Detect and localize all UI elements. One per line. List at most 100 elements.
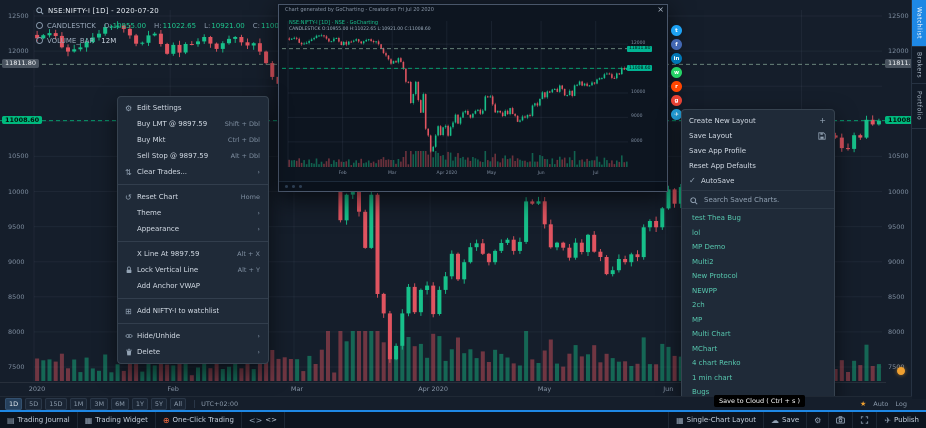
- menu-item-label: Lock Vertical Line: [137, 266, 199, 274]
- statusbar-publish[interactable]: ✈ Publish: [876, 412, 926, 428]
- chevron-right-icon: ›: [257, 348, 260, 356]
- saved-charts-search: [682, 190, 834, 209]
- menu-item-x-line-at-9897-59[interactable]: X Line At 9897.59 Alt + X: [118, 246, 268, 262]
- check-icon: ✓: [689, 176, 696, 185]
- expand-button[interactable]: [852, 412, 876, 428]
- menu-item-label: Create New Layout: [689, 116, 756, 125]
- saved-chart-newpp[interactable]: NEWPP: [692, 286, 718, 295]
- symbol-search-icon[interactable]: [36, 6, 44, 15]
- menu-item-reset-app-defaults[interactable]: Reset App Defaults: [682, 158, 834, 173]
- range-1m[interactable]: 1M: [69, 397, 88, 410]
- share-whatsapp-icon[interactable]: w: [671, 67, 682, 78]
- volume-value: 12M: [101, 36, 117, 45]
- time-tick: Feb: [167, 385, 179, 393]
- price-tick-left: 8500: [8, 292, 25, 301]
- star-icon[interactable]: ★: [860, 399, 867, 408]
- saved-chart-multi2[interactable]: Multi2: [692, 257, 714, 266]
- footer-dot-icon: [285, 185, 288, 188]
- statusbar-one-click-trading[interactable]: ⊕ One-Click Trading: [156, 412, 242, 428]
- rail-tab-brokers[interactable]: Brokers: [912, 47, 926, 84]
- menu-item-delete[interactable]: Delete ›: [118, 344, 268, 360]
- toggle-log[interactable]: Log: [895, 399, 907, 408]
- menu-item-autosave[interactable]: ✓ AutoSave: [682, 173, 834, 188]
- menu-item-theme[interactable]: Theme ›: [118, 205, 268, 221]
- range-1d[interactable]: 1D: [5, 397, 23, 410]
- close-icon[interactable]: ×: [657, 5, 664, 14]
- statusbar-trading-widget[interactable]: ▦ Trading Widget: [78, 412, 156, 428]
- share-twitter-icon[interactable]: t: [671, 25, 682, 36]
- statusbar-[interactable]: <> <>: [242, 412, 286, 428]
- camera-button[interactable]: [828, 412, 852, 428]
- share-gmail-icon[interactable]: g: [671, 95, 682, 106]
- price-tick-right: 8500: [888, 292, 905, 301]
- saved-chart-lol[interactable]: lol: [692, 228, 701, 237]
- mini-candlestick-chart: [282, 21, 632, 167]
- menu-item-create-new-layout[interactable]: Create New Layout +: [682, 113, 834, 128]
- menu-item-add-nifty-i-to-watchlist[interactable]: ⊞ Add NIFTY-I to watchlist: [118, 303, 268, 319]
- range-5d[interactable]: 5D: [25, 397, 43, 410]
- statusbar-label: Publish: [894, 416, 919, 424]
- last-price-chip: 11008.60: [885, 115, 926, 125]
- saved-chart-bugs[interactable]: Bugs: [692, 388, 710, 397]
- saved-chart-4-chart-renko[interactable]: 4 chart Renko: [692, 359, 741, 368]
- saved-chart-1-min-chart[interactable]: 1 min chart: [692, 373, 733, 382]
- range-5y[interactable]: 5Y: [150, 397, 168, 410]
- rail-tab-watchlist[interactable]: Watchlist: [912, 0, 926, 47]
- menu-item-save-app-profile[interactable]: Save App Profile: [682, 143, 834, 158]
- menu-item-reset-chart[interactable]: ↺ Reset Chart Home: [118, 189, 268, 205]
- range-3m[interactable]: 3M: [90, 397, 109, 410]
- saved-chart-multi-chart[interactable]: Multi Chart: [692, 330, 731, 339]
- symbol-row[interactable]: NSE:NIFTY-I [1D] - 2020-07-20: [36, 3, 294, 18]
- saved-chart-2ch[interactable]: 2ch: [692, 301, 705, 310]
- share-telegram-icon[interactable]: ✈: [671, 109, 682, 120]
- share-facebook-icon[interactable]: f: [671, 39, 682, 50]
- range-6m[interactable]: 6M: [111, 397, 129, 410]
- notification-dot[interactable]: [897, 367, 905, 375]
- saved-charts-search-input[interactable]: [702, 194, 821, 205]
- saved-chart-mp[interactable]: MP: [692, 315, 703, 324]
- volume-study-row[interactable]: VOLUME_BAR 12M: [36, 33, 294, 48]
- saved-chart-mp-demo[interactable]: MP Demo: [692, 243, 726, 252]
- share-linkedin-icon[interactable]: in: [671, 53, 682, 64]
- camera-icon: [836, 416, 846, 424]
- statusbar-save[interactable]: ☁ Save: [762, 412, 806, 428]
- price-tick-right: 12000: [888, 47, 909, 56]
- menu-item-label: Add Anchor VWAP: [137, 282, 201, 290]
- statusbar-single-chart-layout[interactable]: ▦ Single-Chart Layout: [668, 412, 763, 428]
- mini-time-tick: Jul: [593, 171, 599, 176]
- menu-item-clear-trades[interactable]: ⇅ Clear Trades... ›: [118, 164, 268, 180]
- statusbar-trading-journal[interactable]: ▤ Trading Journal: [0, 412, 78, 428]
- menu-item-sell-stop-9897-59[interactable]: Sell Stop @ 9897.59 Alt + Dbl: [118, 148, 268, 164]
- saved-chart-mchart[interactable]: MChart: [692, 344, 718, 353]
- toggle-auto[interactable]: Auto: [873, 399, 889, 408]
- menu-item-add-anchor-vwap[interactable]: Add Anchor VWAP: [118, 278, 268, 294]
- candlestick-study-row[interactable]: CANDLESTICK O:10955.00 H:11022.65 L:1092…: [36, 18, 294, 33]
- symbol-title: NSE:NIFTY-I [1D] - 2020-07-20: [48, 6, 159, 15]
- saved-chart-test-thea-bug[interactable]: test Thea Bug: [692, 214, 741, 223]
- saved-chart-new-protocol[interactable]: New Protocol: [692, 272, 738, 281]
- price-tick-left: 7500: [8, 363, 25, 371]
- mini-time-tick: Jun: [537, 171, 545, 176]
- share-reddit-icon[interactable]: r: [671, 81, 682, 92]
- menu-item-save-layout[interactable]: Save Layout: [682, 128, 834, 143]
- menu-item-label: Hide/Unhide: [137, 332, 181, 340]
- timezone-label[interactable]: UTC+02:00: [194, 399, 238, 408]
- menu-item-buy-mkt[interactable]: Buy Mkt Ctrl + Dbl: [118, 132, 268, 148]
- menu-item-hide-unhide[interactable]: Hide/Unhide ›: [118, 328, 268, 344]
- mini-price-tick: 8000: [631, 138, 643, 144]
- layout-menu: Create New Layout + Save Layout Save App Pr…: [681, 109, 835, 404]
- menu-item-appearance[interactable]: Appearance ›: [118, 221, 268, 237]
- menu-item-label: Buy Mkt: [137, 136, 166, 144]
- save-icon: [818, 131, 826, 140]
- menu-item-buy-lmt-9897-59[interactable]: Buy LMT @ 9897.59 Shift + Dbl: [118, 116, 268, 132]
- menu-item-edit-settings[interactable]: ⚙ Edit Settings: [118, 100, 268, 116]
- rail-tab-portfolio[interactable]: Portfolio: [912, 84, 926, 129]
- range-1y[interactable]: 1Y: [131, 397, 148, 410]
- gear-button[interactable]: ⚙: [806, 412, 828, 428]
- range-15d[interactable]: 15D: [45, 397, 67, 410]
- range-all[interactable]: All: [170, 397, 187, 410]
- popup-footer: [279, 181, 667, 191]
- price-tick-right: 9500: [888, 222, 905, 231]
- menu-item-lock-vertical-line[interactable]: Lock Vertical Line Alt + Y: [118, 262, 268, 278]
- menu-divider: [118, 323, 268, 324]
